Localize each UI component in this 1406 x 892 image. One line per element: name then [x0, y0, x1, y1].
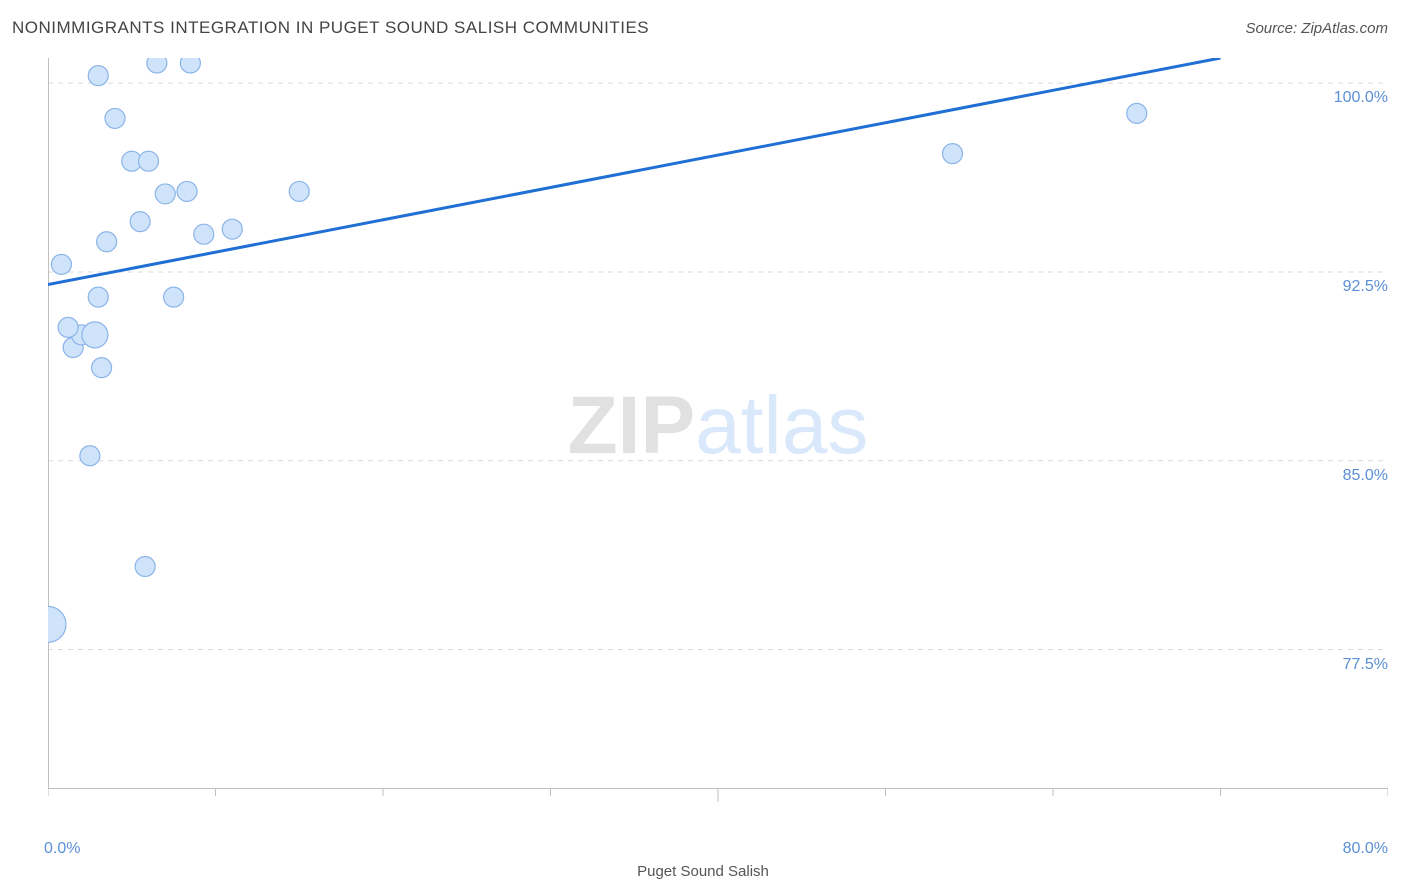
y-tick-label: 100.0% — [1334, 89, 1388, 107]
scatter-chart: ZIPatlas — [48, 58, 1388, 808]
chart-title: NONIMMIGRANTS INTEGRATION IN PUGET SOUND… — [12, 18, 649, 38]
y-tick-label: 85.0% — [1343, 467, 1388, 485]
y-tick-label: 92.5% — [1343, 278, 1388, 296]
x-max-tick-label: 80.0% — [1343, 840, 1388, 858]
svg-text:ZIPatlas: ZIPatlas — [568, 380, 869, 471]
source-attribution: Source: ZipAtlas.com — [1245, 20, 1388, 37]
chart-container: NONIMMIGRANTS INTEGRATION IN PUGET SOUND… — [0, 0, 1406, 892]
x-min-tick-label: 0.0% — [44, 840, 80, 858]
y-tick-label: 77.5% — [1343, 656, 1388, 674]
x-axis-label: Puget Sound Salish — [637, 863, 769, 880]
